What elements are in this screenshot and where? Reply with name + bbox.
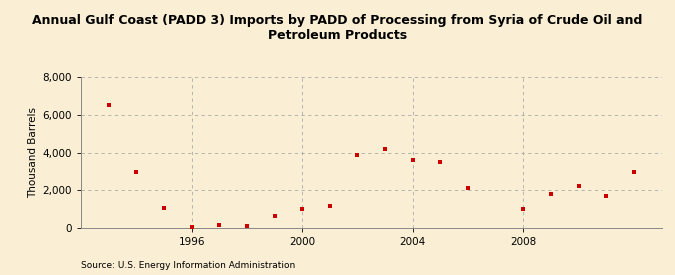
Point: [573, 183, 584, 188]
Point: [297, 207, 308, 211]
Point: [242, 224, 252, 229]
Point: [379, 147, 390, 151]
Point: [269, 214, 280, 218]
Point: [462, 185, 473, 190]
Point: [325, 204, 335, 208]
Point: [352, 152, 363, 157]
Text: Annual Gulf Coast (PADD 3) Imports by PADD of Processing from Syria of Crude Oil: Annual Gulf Coast (PADD 3) Imports by PA…: [32, 14, 643, 42]
Point: [435, 160, 446, 164]
Point: [214, 223, 225, 228]
Point: [628, 170, 639, 175]
Text: Source: U.S. Energy Information Administration: Source: U.S. Energy Information Administ…: [81, 260, 295, 270]
Point: [407, 158, 418, 162]
Point: [186, 225, 197, 230]
Point: [159, 206, 169, 211]
Point: [103, 103, 114, 108]
Point: [518, 207, 529, 211]
Y-axis label: Thousand Barrels: Thousand Barrels: [28, 107, 38, 198]
Point: [131, 169, 142, 174]
Point: [545, 192, 556, 196]
Point: [601, 194, 612, 198]
